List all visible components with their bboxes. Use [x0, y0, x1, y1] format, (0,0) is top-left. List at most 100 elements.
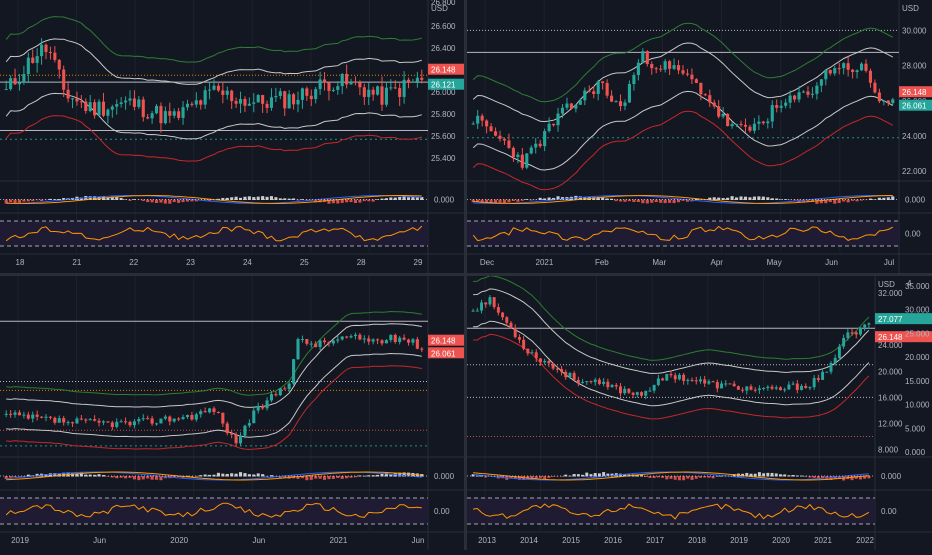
chart-pane-top-right[interactable]: 30.00028.00026.00024.00022.000USD26.1482…	[467, 0, 932, 273]
macd-histogram-bar	[402, 196, 406, 200]
rsi-axis-label: 0.00	[434, 507, 450, 516]
chart-svg-bottom-right[interactable]: 32.00028.00024.00020.00016.00012.0008.00…	[467, 275, 932, 550]
macd-histogram-bar	[757, 196, 761, 200]
candle-body	[376, 86, 380, 95]
candle-body	[216, 85, 220, 91]
chart-svg-top-left[interactable]: 26.60026.40026.20026.00025.80025.60025.4…	[0, 0, 464, 273]
candle-body	[815, 85, 819, 94]
macd-histogram-bar	[867, 476, 871, 479]
candle-body	[659, 68, 663, 70]
x-tick-label: 22	[129, 258, 138, 267]
candle-body	[238, 98, 243, 104]
x-tick-label: Feb	[595, 258, 609, 267]
candle-body	[677, 374, 681, 380]
candle-body	[287, 94, 291, 109]
macd-histogram-bar	[247, 474, 251, 477]
macd-histogram-bar	[636, 199, 640, 203]
candle-body	[846, 63, 850, 70]
macd-histogram-bar	[398, 196, 402, 200]
y-tick-label: 22.000	[902, 167, 927, 176]
macd-histogram-bar	[177, 199, 181, 203]
macd-histogram-bar	[190, 199, 194, 202]
price-label-text: 26.061	[902, 102, 927, 111]
chart-svg-bottom-left[interactable]: 26.148 26.061 0.000 0.00 2019 Jun 2020 Jun 2021 J…	[0, 276, 464, 550]
macd-histogram-bar	[793, 199, 797, 201]
candle-body	[749, 386, 753, 390]
macd-histogram-bar	[891, 196, 895, 200]
price-label-text: 26.148	[431, 337, 456, 346]
macd-histogram-bar	[283, 198, 287, 200]
upper-band-white	[472, 42, 894, 123]
macd-histogram-bar	[345, 199, 349, 203]
macd-histogram-bar	[163, 199, 167, 204]
macd-histogram-bar	[690, 476, 694, 480]
candle-body	[534, 143, 538, 148]
candle-body	[806, 91, 810, 95]
candle-body	[752, 123, 756, 131]
candle-body	[119, 421, 123, 423]
candle-body	[476, 115, 480, 124]
chart-pane-bottom-left[interactable]: 26.148 26.061 0.000 0.00 2019 Jun 2020 Jun 2021 J…	[0, 276, 464, 550]
candle-body	[699, 82, 703, 95]
chart-svg-top-right[interactable]: 30.00028.00026.00024.00022.000USD26.1482…	[467, 0, 932, 273]
y-tick-label-partial: 26.800	[431, 0, 456, 7]
price-label-tag	[899, 99, 932, 111]
candle-body	[757, 388, 761, 391]
macd-histogram-bar	[296, 199, 300, 201]
macd-histogram-bar	[141, 476, 145, 480]
candle-body	[825, 371, 829, 373]
macd-histogram-bar	[859, 476, 862, 480]
candle-body	[106, 109, 110, 116]
macd-histogram-bar	[269, 196, 274, 200]
candle-body	[163, 416, 167, 419]
macd-histogram-bar	[327, 199, 331, 204]
macd-histogram-bar	[132, 199, 136, 200]
y-tick-label: 26.600	[431, 22, 456, 31]
candle-body	[203, 90, 207, 105]
macd-histogram-bar	[712, 197, 716, 200]
candle-body	[331, 340, 335, 344]
candle-body	[507, 140, 511, 148]
macd-histogram-bar	[623, 199, 627, 202]
chart-pane-bottom-right[interactable]: 32.00028.00024.00020.00016.00012.0008.00…	[467, 275, 932, 550]
macd-histogram-bar	[552, 197, 556, 200]
macd-histogram-bar	[221, 197, 225, 200]
candle-body	[70, 422, 75, 424]
currency-label: USD	[902, 4, 919, 13]
macd-histogram-bar	[163, 476, 167, 479]
candle-body	[119, 102, 123, 105]
macd-histogram-bar	[88, 196, 92, 200]
macd-histogram-bar	[398, 472, 402, 477]
x-tick-label: 2022	[856, 536, 874, 545]
macd-histogram-bar	[203, 199, 207, 201]
candle-body	[172, 418, 176, 422]
macd-histogram-bar	[837, 476, 841, 479]
upper-band-green	[472, 22, 894, 103]
macd-histogram-bar	[230, 197, 234, 200]
macd-histogram-bar	[791, 475, 795, 477]
chart-pane-top-left[interactable]: 26.60026.40026.20026.00025.80025.60025.4…	[0, 0, 464, 273]
candle-body	[587, 90, 591, 92]
candle-body	[261, 95, 265, 104]
macd-histogram-bar	[715, 475, 719, 477]
x-tick-label: Apr	[710, 258, 723, 267]
candle-body	[376, 339, 380, 341]
candle-body	[489, 126, 493, 132]
candle-body	[97, 101, 101, 116]
candle-body	[300, 88, 304, 100]
macd-histogram-bar	[480, 199, 484, 204]
candle-body	[821, 371, 825, 380]
macd-histogram-bar	[854, 476, 858, 479]
price-label-text: 26.121	[431, 81, 456, 90]
macd-histogram-bar	[480, 475, 483, 477]
candle-body	[726, 113, 730, 127]
candle-body	[791, 383, 795, 385]
macd-histogram-bar	[585, 472, 589, 477]
macd-histogram-bar	[877, 197, 881, 200]
macd-histogram-bar	[682, 476, 686, 481]
macd-histogram-bar	[296, 476, 300, 479]
candle-body	[526, 348, 530, 354]
candle-body	[296, 99, 300, 105]
candle-body	[650, 63, 654, 69]
macd-histogram-bar	[597, 473, 601, 477]
